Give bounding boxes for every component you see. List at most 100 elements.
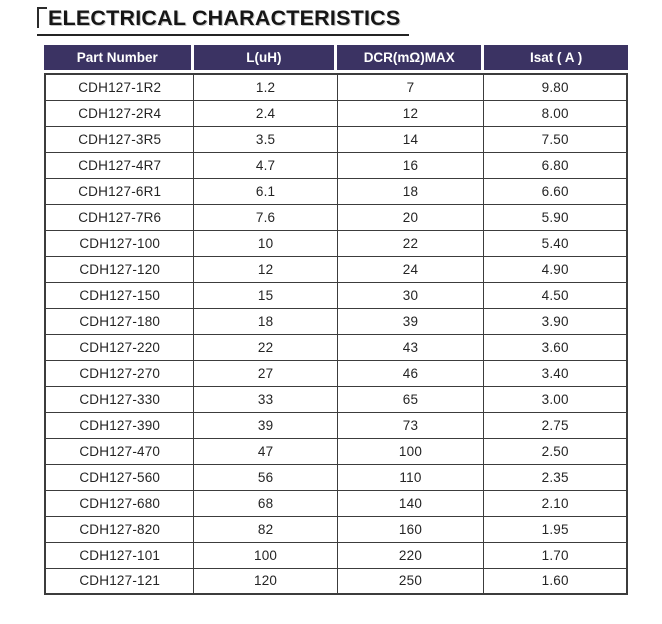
- table-cell: 9.80: [483, 73, 628, 101]
- table-row: CDH127-820 82 160 1.95: [44, 515, 628, 543]
- table-row: CDH127-390 39 73 2.75: [44, 411, 628, 439]
- table-cell: 15: [193, 281, 338, 309]
- table-cell: 3.40: [483, 359, 628, 387]
- column-header: Isat ( A ): [484, 45, 628, 70]
- table-cell: 33: [193, 385, 338, 413]
- table-cell: 3.00: [483, 385, 628, 413]
- table-cell: 6.60: [483, 177, 628, 205]
- table-row: CDH127-680 68 140 2.10: [44, 489, 628, 517]
- table-cell: 39: [193, 411, 338, 439]
- table-cell: 5.40: [483, 229, 628, 257]
- electrical-characteristics-table: Part Number L(uH) DCR(mΩ)MAX Isat ( A ) CDH…: [44, 45, 628, 595]
- table-cell: 18: [193, 307, 338, 335]
- table-cell: 3.90: [483, 307, 628, 335]
- table-cell: 110: [336, 463, 485, 491]
- table-cell: 4.90: [483, 255, 628, 283]
- table-cell: 2.75: [483, 411, 628, 439]
- table-cell: 120: [193, 567, 338, 595]
- table-cell: CDH127-220: [44, 333, 195, 361]
- table-cell: 1.2: [193, 73, 338, 101]
- table-cell: 30: [336, 281, 485, 309]
- table-cell: 47: [193, 437, 338, 465]
- table-cell: 22: [193, 333, 338, 361]
- table-cell: 3.60: [483, 333, 628, 361]
- table-cell: CDH127-4R7: [44, 151, 195, 179]
- table-row: CDH127-560 56 110 2.35: [44, 463, 628, 491]
- table-cell: 220: [336, 541, 485, 569]
- table-cell: 1.70: [483, 541, 628, 569]
- table-cell: 65: [336, 385, 485, 413]
- table-cell: 68: [193, 489, 338, 517]
- table-cell: CDH127-7R6: [44, 203, 195, 231]
- table-row: CDH127-1R2 1.2 7 9.80: [44, 73, 628, 101]
- table-row: CDH127-470 47 100 2.50: [44, 437, 628, 465]
- table-cell: 6.1: [193, 177, 338, 205]
- table-cell: CDH127-6R1: [44, 177, 195, 205]
- table-cell: CDH127-680: [44, 489, 195, 517]
- table-row: CDH127-3R5 3.5 14 7.50: [44, 125, 628, 153]
- table-cell: CDH127-270: [44, 359, 195, 387]
- table-cell: 140: [336, 489, 485, 517]
- table-cell: CDH127-2R4: [44, 99, 195, 127]
- table-row: CDH127-6R1 6.1 18 6.60: [44, 177, 628, 205]
- table-cell: 100: [336, 437, 485, 465]
- table-cell: 4.50: [483, 281, 628, 309]
- table-row: CDH127-101 100 220 1.70: [44, 541, 628, 569]
- table-cell: 24: [336, 255, 485, 283]
- table-cell: 8.00: [483, 99, 628, 127]
- table-cell: CDH127-120: [44, 255, 195, 283]
- column-header: L(uH): [193, 45, 338, 70]
- table-cell: CDH127-121: [44, 567, 195, 595]
- table-cell: 56: [193, 463, 338, 491]
- corner-bracket-icon: [37, 7, 47, 28]
- table-cell: 82: [193, 515, 338, 543]
- table-cell: 6.80: [483, 151, 628, 179]
- table-row: CDH127-220 22 43 3.60: [44, 333, 628, 361]
- table-cell: 43: [336, 333, 485, 361]
- table-cell: CDH127-100: [44, 229, 195, 257]
- table-cell: 7: [336, 73, 485, 101]
- table-cell: CDH127-330: [44, 385, 195, 413]
- table-row: CDH127-100 10 22 5.40: [44, 229, 628, 257]
- table-cell: 39: [336, 307, 485, 335]
- table-row: CDH127-121 120 250 1.60: [44, 567, 628, 595]
- table-cell: 7.6: [193, 203, 338, 231]
- table-row: CDH127-120 12 24 4.90: [44, 255, 628, 283]
- table-row: CDH127-150 15 30 4.50: [44, 281, 628, 309]
- table-cell: 10: [193, 229, 338, 257]
- table-cell: 7.50: [483, 125, 628, 153]
- table-cell: 2.35: [483, 463, 628, 491]
- table-cell: 22: [336, 229, 485, 257]
- table-cell: 2.4: [193, 99, 338, 127]
- table-cell: 160: [336, 515, 485, 543]
- table-cell: 4.7: [193, 151, 338, 179]
- table-body: CDH127-1R2 1.2 7 9.80 CDH127-2R4 2.4 12 8.00 CDH…: [44, 73, 628, 595]
- table-cell: CDH127-3R5: [44, 125, 195, 153]
- section-header: ELECTRICAL CHARACTERISTICS: [37, 5, 410, 36]
- table-cell: 2.10: [483, 489, 628, 517]
- table-cell: 100: [193, 541, 338, 569]
- table-cell: 1.60: [483, 567, 628, 595]
- table-cell: CDH127-1R2: [44, 73, 195, 101]
- table-cell: 20: [336, 203, 485, 231]
- table-cell: 46: [336, 359, 485, 387]
- table-cell: 27: [193, 359, 338, 387]
- table-row: CDH127-2R4 2.4 12 8.00: [44, 99, 628, 127]
- table-cell: 12: [336, 99, 485, 127]
- table-row: CDH127-330 33 65 3.00: [44, 385, 628, 413]
- table-header: Part Number L(uH) DCR(mΩ)MAX Isat ( A ): [44, 45, 628, 70]
- table-row: CDH127-7R6 7.6 20 5.90: [44, 203, 628, 231]
- table-cell: 18: [336, 177, 485, 205]
- table-cell: CDH127-101: [44, 541, 195, 569]
- table-cell: 1.95: [483, 515, 628, 543]
- table-row: CDH127-4R7 4.7 16 6.80: [44, 151, 628, 179]
- table-cell: 73: [336, 411, 485, 439]
- table-cell: 3.5: [193, 125, 338, 153]
- table-cell: 250: [336, 567, 485, 595]
- table-cell: CDH127-820: [44, 515, 195, 543]
- page-title: ELECTRICAL CHARACTERISTICS: [48, 6, 401, 30]
- column-header: DCR(mΩ)MAX: [337, 45, 485, 70]
- table-cell: CDH127-180: [44, 307, 195, 335]
- column-header: Part Number: [44, 45, 194, 70]
